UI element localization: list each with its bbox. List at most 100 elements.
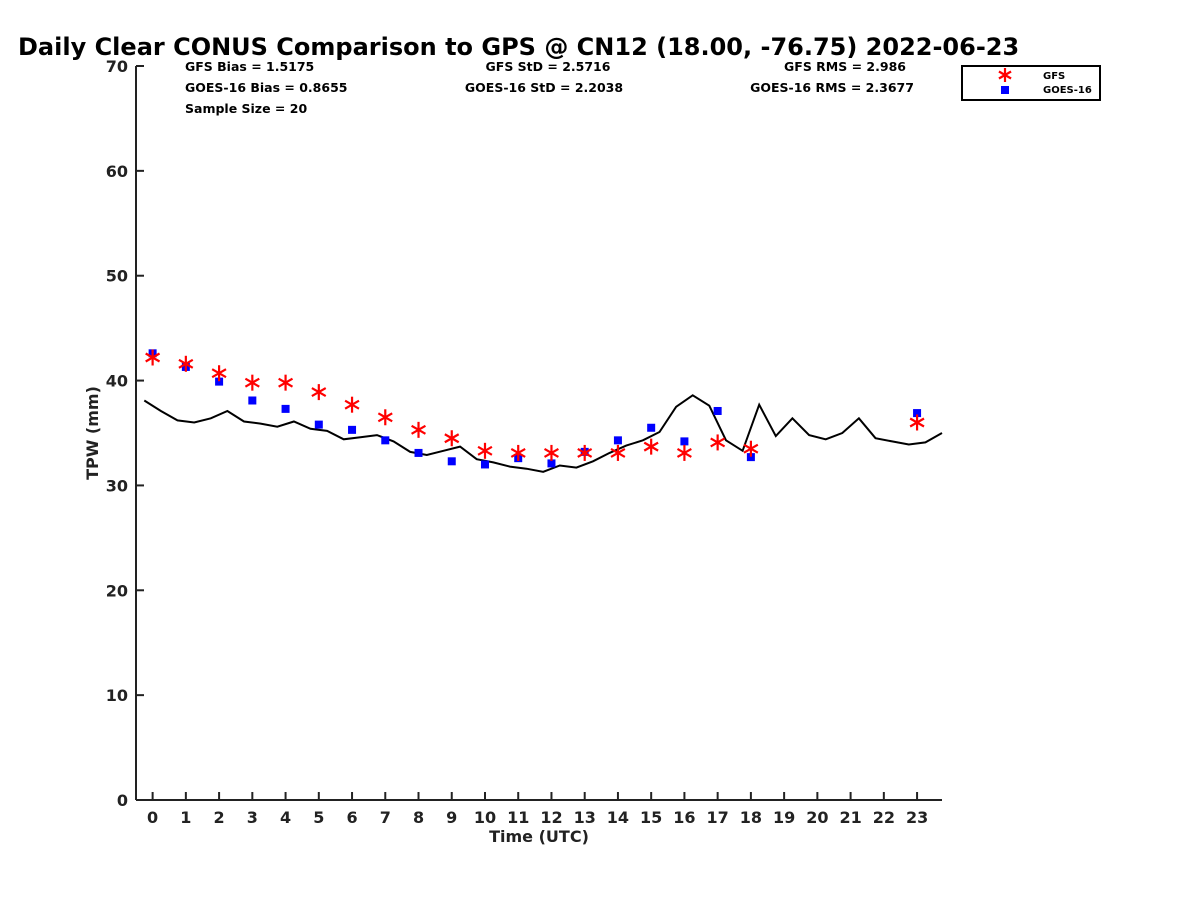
x-tick-label: 2 xyxy=(214,808,225,827)
goes-16-point xyxy=(746,453,755,462)
gfs-point xyxy=(710,434,726,451)
legend-box xyxy=(961,65,1101,101)
x-tick-label: 21 xyxy=(839,808,861,827)
x-tick-label: 9 xyxy=(446,808,457,827)
asterisk-stroke xyxy=(145,352,161,363)
gfs-point xyxy=(377,409,393,426)
x-tick-label: 23 xyxy=(906,808,928,827)
gfs-point xyxy=(411,421,426,438)
goes-16-point xyxy=(547,459,556,468)
gps-series xyxy=(143,394,943,473)
gfs-std-text: GFS StD = 2.5716 xyxy=(486,59,611,74)
x-tick-label: 22 xyxy=(873,808,895,827)
x-tick-label: 13 xyxy=(574,808,596,827)
x-tick-label: 11 xyxy=(507,808,529,827)
asterisk-stroke xyxy=(577,447,593,458)
goes-16-point xyxy=(713,406,722,415)
gfs-point xyxy=(477,442,493,459)
goes-16-point xyxy=(647,423,656,432)
x-tick-label: 6 xyxy=(346,808,357,827)
x-tick-label: 4 xyxy=(280,808,291,827)
asterisk-stroke xyxy=(377,412,393,423)
gfs-point xyxy=(211,365,227,382)
gfs-point xyxy=(610,444,626,461)
legend-gfs-asterisk xyxy=(998,68,1012,82)
statistics-block: GFS Bias = 1.5175 GOES-16 Bias = 0.8655 … xyxy=(185,59,914,116)
goes-16-point xyxy=(680,437,689,446)
asterisk-stroke xyxy=(211,368,227,379)
asterisk-stroke xyxy=(477,445,493,456)
goes-16-point xyxy=(381,436,390,445)
gfs-point xyxy=(643,438,659,455)
x-ticks: 0 1 2 3 4 5 6 7 8 9 10 11 12 13 14 15 16 17 18 19 20 21 22 23 xyxy=(147,792,928,827)
y-tick-label: 40 xyxy=(106,372,128,391)
gfs-point xyxy=(743,440,759,457)
x-tick-label: 0 xyxy=(147,808,158,827)
y-tick-label: 0 xyxy=(117,791,128,810)
asterisk-stroke xyxy=(643,441,659,452)
asterisk-stroke xyxy=(311,387,327,398)
goes-16-point xyxy=(281,404,290,413)
gfs-series xyxy=(145,349,925,461)
x-tick-label: 15 xyxy=(640,808,662,827)
x-tick-label: 8 xyxy=(413,808,424,827)
gfs-point xyxy=(278,374,294,391)
gfs-point xyxy=(311,384,327,401)
goes-16-point xyxy=(414,448,423,457)
goes-16-point xyxy=(613,436,622,445)
asterisk-stroke xyxy=(344,399,360,410)
gfs-point xyxy=(178,355,194,372)
sample-size-text: Sample Size = 20 xyxy=(185,101,307,116)
y-tick-label: 20 xyxy=(106,581,128,600)
goes-16-series xyxy=(148,349,922,469)
goes-16-point xyxy=(248,396,257,405)
goes-16-point xyxy=(348,425,357,434)
gfs-point xyxy=(344,396,360,413)
goes-16-point xyxy=(215,377,224,386)
asterisk-stroke xyxy=(411,424,426,435)
legend-gfs-label: GFS xyxy=(1043,71,1065,82)
gfs-point xyxy=(244,374,260,391)
x-axis-label: Time (UTC) xyxy=(489,827,589,846)
gfs-point xyxy=(145,349,161,366)
goes-16-point xyxy=(480,460,489,469)
gfs-point xyxy=(676,444,692,461)
y-axis-label: TPW (mm) xyxy=(83,386,102,480)
y-tick-label: 60 xyxy=(106,162,128,181)
x-tick-label: 18 xyxy=(740,808,762,827)
x-tick-label: 5 xyxy=(313,808,324,827)
y-ticks: 0 10 20 30 40 50 60 70 xyxy=(106,57,144,810)
goes-16-point xyxy=(314,420,323,429)
legend-gfs-marker xyxy=(998,68,1012,82)
asterisk-stroke xyxy=(909,417,925,428)
axes xyxy=(135,66,942,801)
asterisk-stroke xyxy=(444,433,460,444)
goes-16-point xyxy=(447,457,456,466)
gfs-rms-text: GFS RMS = 2.986 xyxy=(784,59,906,74)
asterisk-stroke xyxy=(710,437,726,448)
x-tick-label: 7 xyxy=(380,808,391,827)
x-tick-label: 10 xyxy=(474,808,496,827)
gps-line xyxy=(143,394,943,473)
x-tick-label: 16 xyxy=(673,808,695,827)
asterisk-stroke xyxy=(178,358,194,369)
gfs-point xyxy=(543,444,559,461)
gfs-point xyxy=(444,430,460,447)
legend-goes-16-marker xyxy=(1001,86,1009,94)
goes-std-text: GOES-16 StD = 2.2038 xyxy=(465,80,623,95)
x-tick-label: 14 xyxy=(607,808,629,827)
gfs-point xyxy=(577,444,593,461)
gfs-point xyxy=(909,414,925,431)
gfs-point xyxy=(510,444,526,461)
asterisk-stroke xyxy=(610,447,626,458)
asterisk-stroke xyxy=(743,443,759,454)
y-tick-label: 70 xyxy=(106,57,128,76)
asterisk-stroke xyxy=(510,447,526,458)
asterisk-stroke xyxy=(278,377,294,388)
goes-bias-text: GOES-16 Bias = 0.8655 xyxy=(185,80,347,95)
x-tick-label: 20 xyxy=(806,808,828,827)
chart-title: Daily Clear CONUS Comparison to GPS @ CN… xyxy=(18,33,1019,61)
y-tick-label: 50 xyxy=(106,267,128,286)
legend: GFS GOES-16 xyxy=(961,65,1101,101)
